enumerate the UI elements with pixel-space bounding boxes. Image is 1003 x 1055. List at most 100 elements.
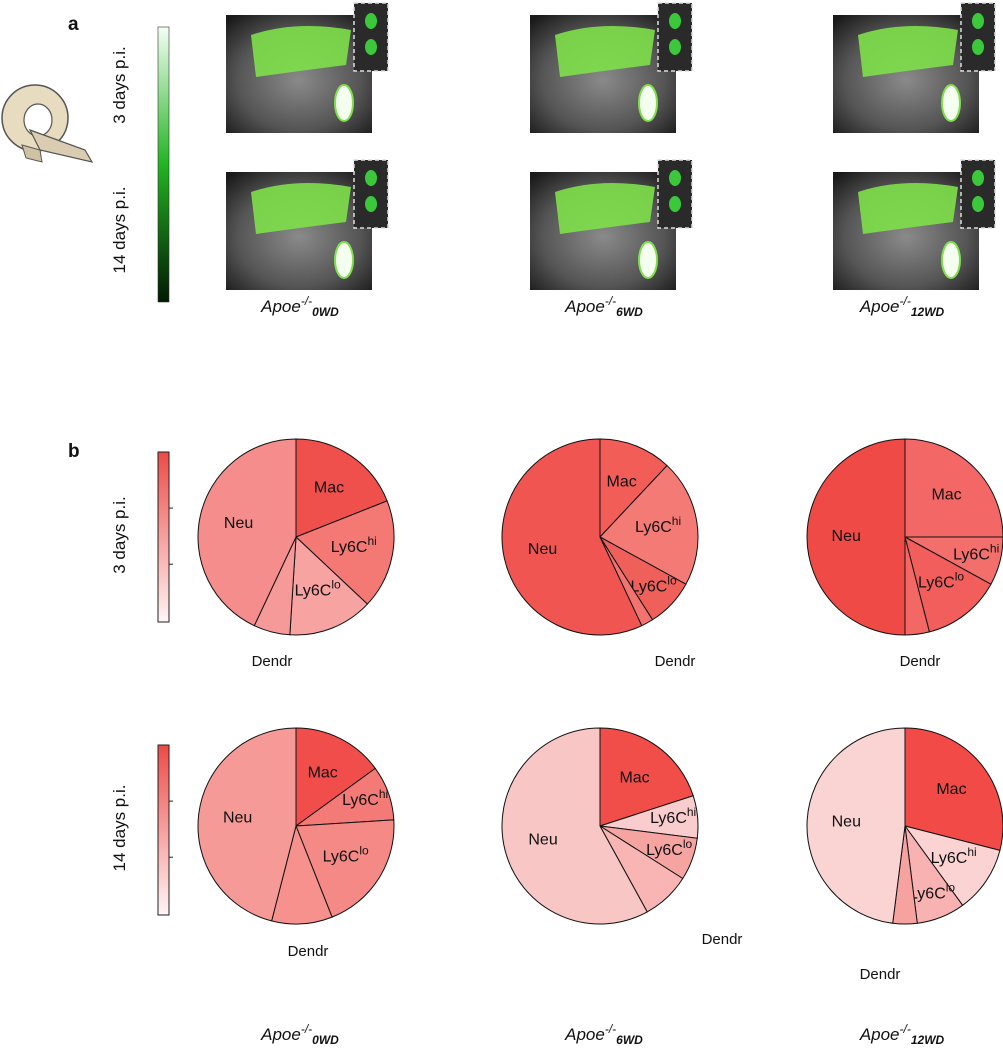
group-sup: -/- [301,1022,312,1036]
kidney-signal [941,84,961,122]
liver-signal [555,183,655,234]
scanner-icon [1,84,94,163]
category-superscript: lo [683,837,693,851]
liver-signal [251,183,351,234]
category-name: Mac [619,770,649,787]
category-name: Ly6C [331,539,368,556]
slice-label: Ly6Clo [323,844,369,866]
pie-slice [904,438,1003,538]
slice-label: Mac [619,770,649,787]
row-label: 3 days p.i. [110,496,129,574]
category-superscript: hi [967,845,976,859]
category-name: Dendr [655,653,696,670]
pie-slice [501,727,648,925]
slice-label: Ly6Chi [953,541,999,563]
slice-label: Dendr [252,653,293,670]
slice-label: Ly6Chi [331,534,377,556]
slice-label: Dendr [860,966,901,983]
liver-signal [555,26,655,77]
panel-label: a [68,14,79,35]
group-name: Apoe [260,1025,301,1044]
slice-label: Ly6Clo [918,570,964,592]
category-superscript: lo [667,573,677,587]
colorbar [157,451,170,623]
pie-slice [295,438,388,538]
slice-label: Dendr [655,653,696,670]
category-name: Dendr [900,653,941,670]
mri-image [530,159,693,290]
row-label: 14 days p.i. [110,187,129,274]
pie-slice [904,536,992,633]
slice-label: Neu [223,810,252,827]
slice-label: Ly6Chi [931,845,977,867]
group-label: Apoe-/-12WD [859,1022,945,1047]
category-name: Ly6C [650,810,687,827]
category-name: Ly6C [931,850,968,867]
category-name: Neu [832,528,861,545]
category-name: Dendr [702,931,743,948]
pie-slice [197,727,297,922]
category-name: Ly6C [631,579,668,596]
kidney-signal [334,84,354,122]
category-name: Mac [607,474,637,491]
group-sub: 6WD [616,1033,643,1047]
group-label: Apoe-/-0WD [260,1022,339,1047]
category-name: Ly6C [909,886,946,903]
category-superscript: lo [359,844,369,858]
group-name: Apoe [564,1025,605,1044]
category-name: Ly6C [953,546,990,563]
slice-label: Neu [528,832,557,849]
category-name: Ly6C [323,849,360,866]
category-name: Mac [314,480,344,497]
slice-label: Ly6Clo [631,573,677,595]
mri-image [226,2,389,133]
slice-label: Neu [832,814,861,831]
group-name: Apoe [564,297,605,316]
pie-slice [197,438,297,627]
liver-signal [858,26,958,77]
category-superscript: lo [955,570,965,584]
slice-label: Neu [224,515,253,532]
inset-signal [972,13,984,29]
inset-signal [365,196,377,212]
slice-label: Dendr [288,943,329,960]
slice-label: Ly6Clo [646,837,692,859]
group-sup: -/- [900,294,911,308]
inset-signal [669,13,681,29]
inset-signal [972,170,984,186]
group-sup: -/- [301,294,312,308]
slice-label: Dendr [702,931,743,948]
category-name: Mac [308,765,338,782]
group-sub: 0WD [312,1033,339,1047]
pie-slice [501,438,643,636]
kidney-signal [334,241,354,279]
mri-image [833,159,996,290]
category-superscript: hi [367,534,376,548]
slice-label: Mac [308,765,338,782]
colorbar [157,26,170,303]
pie-slice [806,727,906,924]
category-name: Dendr [860,966,901,983]
category-name: Neu [528,541,557,558]
inset-signal [365,13,377,29]
slice-label: Dendr [900,653,941,670]
category-name: Neu [832,814,861,831]
category-name: Ly6C [635,519,672,536]
inset-signal [365,39,377,55]
pie-slice [599,464,699,585]
slice-label: Neu [832,528,861,545]
kidney-signal [941,241,961,279]
pie-slice [289,535,369,636]
panel-label: b [68,441,80,462]
pie-slice [806,438,906,636]
group-label: Apoe-/-12WD [859,294,945,319]
slice-label: Mac [931,487,961,504]
pie-slice [903,825,1001,906]
category-superscript: hi [672,514,681,528]
kidney-signal [638,84,658,122]
inset-signal [669,170,681,186]
pie-slice [295,727,376,827]
category-name: Dendr [288,943,329,960]
category-name: Neu [223,810,252,827]
category-superscript: lo [946,881,956,895]
